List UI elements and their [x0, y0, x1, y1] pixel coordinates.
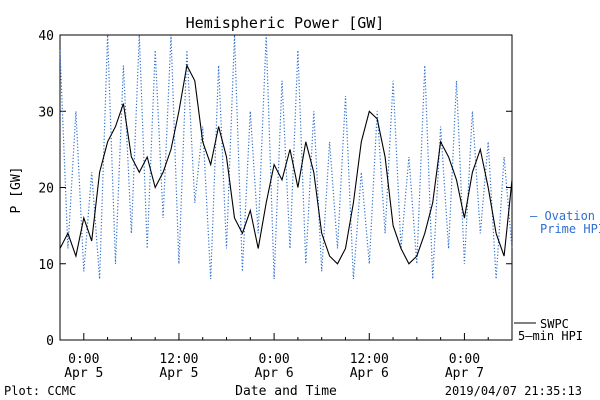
series-layer: [59, 34, 513, 280]
y-tick-label: 40: [38, 29, 54, 44]
x-tick-label-date: Apr 5: [64, 366, 103, 381]
swpc-hpi-series: [59, 63, 513, 265]
x-tick-label-date: Apr 7: [445, 366, 484, 381]
chart-title: Hemispheric Power [GW]: [186, 14, 385, 32]
y-axis-label: P [GW]: [9, 167, 24, 214]
x-axis-label: Date and Time: [235, 384, 337, 399]
legend-ovation-line2: Prime HPI: [540, 222, 600, 236]
x-tick-label-time: 0:00: [258, 352, 289, 367]
y-tick-label: 10: [38, 258, 54, 273]
footer-timestamp: 2019/04/07 21:35:13: [445, 384, 582, 398]
legend-swpc-line2: 5—min HPI: [518, 329, 583, 343]
x-tick-label-time: 12:00: [159, 352, 198, 367]
y-tick-label: 20: [38, 182, 54, 197]
y-tick-label: 30: [38, 105, 54, 120]
x-tick-label-time: 12:00: [350, 352, 389, 367]
x-tick-label-date: Apr 5: [159, 366, 198, 381]
x-tick-label-time: 0:00: [68, 352, 99, 367]
x-tick-label-time: 0:00: [449, 352, 480, 367]
y-tick-label: 0: [46, 334, 54, 349]
footer-left: Plot: CCMC: [4, 384, 76, 398]
x-tick-label-date: Apr 6: [255, 366, 294, 381]
legend-ovation-line1: — Ovation: [530, 209, 595, 223]
legend: — Ovation Prime HPI SWPC 5—min HPI: [514, 209, 600, 343]
ovation-prime-series: [59, 34, 513, 280]
legend-swpc-line1: SWPC: [540, 317, 569, 331]
y-axis: 0 10 20 30 40: [38, 29, 512, 349]
x-tick-label-date: Apr 6: [350, 366, 389, 381]
